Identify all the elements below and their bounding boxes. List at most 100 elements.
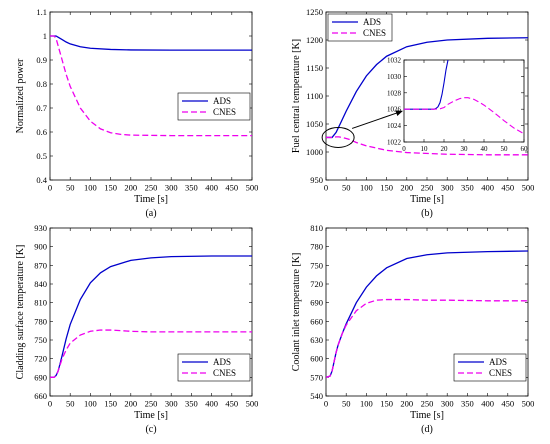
inset-ytick-label: 1030 xyxy=(387,73,402,81)
series-group xyxy=(50,255,252,378)
xtick-label: 350 xyxy=(461,399,474,409)
ytick-label: 900 xyxy=(34,242,47,252)
inset-xtick-label: 0 xyxy=(402,145,406,153)
xtick-label: 250 xyxy=(145,183,158,193)
ytick-label: 720 xyxy=(310,279,323,289)
x-axis-label: Time [s] xyxy=(134,194,168,205)
ytick-label: 1050 xyxy=(306,119,323,129)
series-line-cnes xyxy=(50,329,252,378)
xtick-label: 500 xyxy=(522,183,535,193)
xtick-label: 50 xyxy=(342,399,351,409)
xtick-label: 450 xyxy=(501,183,514,193)
ytick-label: 0.7 xyxy=(36,103,47,113)
xtick-label: 500 xyxy=(522,399,535,409)
legend-box xyxy=(177,92,251,121)
zoom-region-ellipse xyxy=(321,126,355,148)
legend-box xyxy=(327,13,393,42)
inset-xtick-label: 50 xyxy=(501,145,509,153)
legend-label-ads: ADS xyxy=(489,357,507,367)
xtick-label: 200 xyxy=(124,183,137,193)
inset-frame xyxy=(403,59,525,143)
xtick-label: 50 xyxy=(66,399,75,409)
ytick-label: 750 xyxy=(310,260,323,270)
legend-label-ads: ADS xyxy=(363,17,381,27)
ytick-label: 0.9 xyxy=(36,55,47,65)
xtick-label: 350 xyxy=(461,183,474,193)
series-group xyxy=(326,250,528,378)
inset-ytick-label: 1024 xyxy=(387,122,402,130)
xtick-label: 100 xyxy=(360,399,373,409)
xtick-label: 100 xyxy=(84,399,97,409)
ytick-label: 0.5 xyxy=(36,151,47,161)
xtick-label: 500 xyxy=(246,399,259,409)
ytick-label: 810 xyxy=(310,223,323,233)
chart-3: 0 50 100 150 200 250 300 350 400 450 500 660 690 720 7… xyxy=(15,223,258,435)
ytick-label: 0.8 xyxy=(36,79,47,89)
xtick-label: 300 xyxy=(165,183,178,193)
ytick-label: 660 xyxy=(34,391,47,401)
xtick-label: 0 xyxy=(324,183,328,193)
legend-label-cnes: CNES xyxy=(363,28,386,38)
legend-box xyxy=(453,353,527,382)
xtick-label: 300 xyxy=(165,399,178,409)
ytick-label: 1200 xyxy=(306,35,323,45)
series-line-ads xyxy=(326,250,528,378)
xtick-label: 200 xyxy=(400,183,413,193)
x-axis-label: Time [s] xyxy=(410,410,444,421)
xtick-label: 150 xyxy=(104,183,117,193)
legend-label-cnes: CNES xyxy=(213,107,236,117)
ytick-label: 720 xyxy=(34,354,47,364)
ytick-label: 780 xyxy=(34,316,47,326)
xtick-label: 400 xyxy=(481,183,494,193)
xtick-label: 100 xyxy=(84,183,97,193)
panel-caption: (a) xyxy=(145,208,156,219)
ytick-label: 840 xyxy=(34,279,47,289)
ytick-label: 660 xyxy=(310,316,323,326)
xtick-label: 200 xyxy=(124,399,137,409)
x-axis-label: Time [s] xyxy=(134,410,168,421)
ytick-label: 1.1 xyxy=(36,7,47,17)
xtick-label: 50 xyxy=(342,183,351,193)
xtick-label: 250 xyxy=(421,399,434,409)
ytick-label: 0.6 xyxy=(36,127,47,137)
series-line-cnes xyxy=(50,35,252,137)
inset-xtick-label: 30 xyxy=(461,145,469,153)
y-axis-label: Fuel central temperature [K] xyxy=(291,39,302,153)
ytick-label: 1 xyxy=(43,31,47,41)
xtick-label: 350 xyxy=(185,183,198,193)
xtick-label: 250 xyxy=(421,183,434,193)
chart-2: 0 50 100 150 200 250 300 350 400 450 5009501000105… xyxy=(291,7,534,219)
xtick-label: 400 xyxy=(481,399,494,409)
xtick-label: 150 xyxy=(380,399,393,409)
y-axis-label: Cladding surface temperature [K] xyxy=(15,245,26,380)
xtick-label: 0 xyxy=(48,399,52,409)
legend-label-cnes: CNES xyxy=(213,368,236,378)
xtick-label: 150 xyxy=(380,183,393,193)
ytick-label: 570 xyxy=(310,372,323,382)
inset-ytick-label: 1026 xyxy=(387,106,402,114)
ytick-label: 810 xyxy=(34,298,47,308)
legend-box xyxy=(177,353,251,382)
xtick-label: 100 xyxy=(360,183,373,193)
ytick-label: 540 xyxy=(310,391,323,401)
inset-xtick-label: 40 xyxy=(481,145,489,153)
legend-label-cnes: CNES xyxy=(489,368,512,378)
panel-caption: (d) xyxy=(421,424,433,435)
series-line-cnes xyxy=(326,298,528,378)
inset-ytick-label: 1022 xyxy=(387,138,402,146)
y-axis-label: Normalized power xyxy=(15,58,26,133)
inset-ytick-label: 1032 xyxy=(387,56,402,64)
ytick-label: 950 xyxy=(310,175,323,185)
xtick-label: 300 xyxy=(441,399,454,409)
ytick-label: 1000 xyxy=(306,147,323,157)
series-group xyxy=(50,35,252,137)
inset-xtick-label: 10 xyxy=(421,145,429,153)
inset-series-line-cnes xyxy=(404,97,524,135)
xtick-label: 450 xyxy=(225,399,238,409)
zoom-arrow xyxy=(351,110,403,129)
inset-xtick-label: 60 xyxy=(521,145,529,153)
